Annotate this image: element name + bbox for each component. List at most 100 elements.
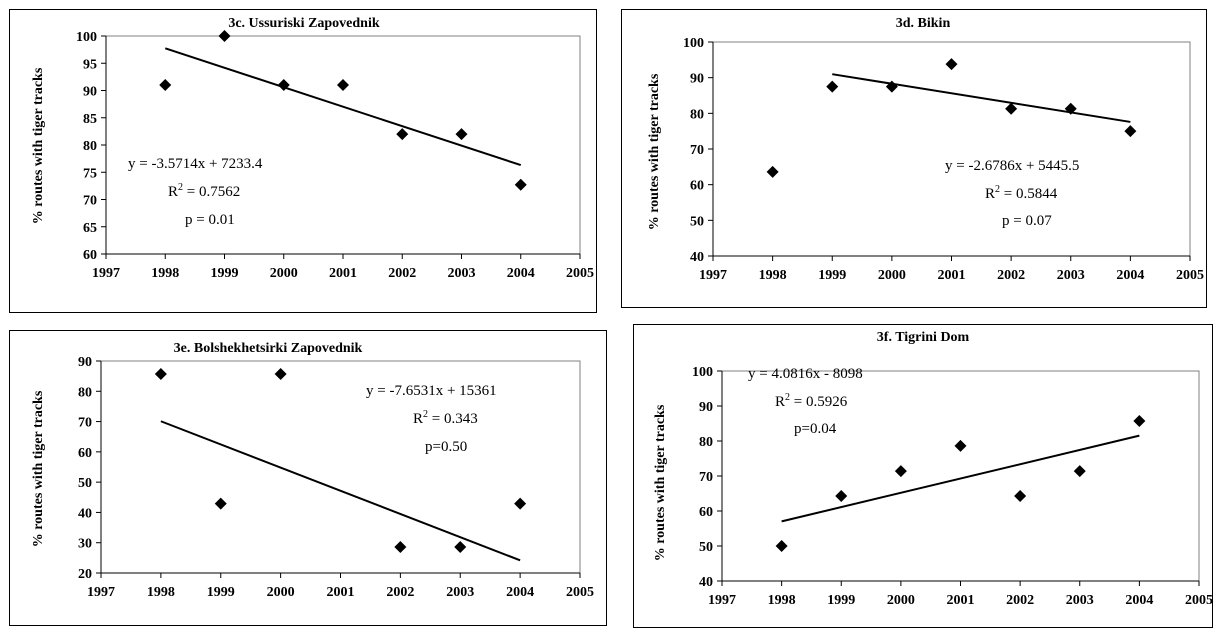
chart-svg-3f: 3f. Tigrini Dom % routes with tiger trac… — [653, 330, 1213, 608]
y-tick-label: 60 — [83, 248, 97, 263]
equation-label: y = -3.5714x + 7233.4 — [128, 156, 263, 172]
plot-area — [105, 35, 581, 255]
x-tick-label: 2005 — [1185, 593, 1213, 608]
x-tick-label: 2002 — [1006, 593, 1034, 608]
x-tick-label: 1998 — [759, 268, 787, 283]
x-tick-label: 2004 — [506, 585, 534, 600]
data-point — [159, 79, 172, 92]
x-tick-label: 2001 — [329, 266, 357, 281]
data-point — [775, 540, 788, 552]
y-tick-label: 90 — [699, 400, 713, 415]
r-squared-label: R2 = 0.5926 — [775, 392, 848, 410]
x-tick-label: 2002 — [386, 585, 414, 600]
y-tick-label: 50 — [699, 540, 713, 555]
equation-label: y = -7.6531x + 15361 — [366, 383, 497, 399]
data-point — [1064, 102, 1077, 115]
data-point — [514, 497, 527, 510]
x-tick-label: 2000 — [878, 268, 906, 283]
x-tick-label: 2003 — [446, 585, 474, 600]
r-squared-label: R2 = 0.343 — [413, 409, 478, 427]
y-tick-label: 95 — [83, 57, 97, 72]
x-tick-label: 2005 — [1176, 268, 1204, 283]
data-point — [1133, 415, 1146, 428]
x-tick-label: 2004 — [1116, 268, 1144, 283]
y-tick-label: 85 — [83, 112, 97, 127]
data-point — [894, 465, 907, 478]
p-value-label: p=0.04 — [794, 421, 837, 437]
y-tick-label: 80 — [83, 139, 97, 154]
chart-panel-3f: 3f. Tigrini Dom % routes with tiger trac… — [633, 324, 1213, 628]
chart-svg-3d: 3d. Bikin % routes with tiger tracks 40 5… — [647, 16, 1204, 283]
data-point — [277, 79, 290, 92]
y-tick-label: 90 — [83, 85, 97, 100]
data-point — [826, 80, 839, 93]
data-point — [455, 128, 468, 141]
data-point — [218, 30, 231, 42]
chart-title: 3c. Ussuriski Zapovednik — [228, 16, 380, 31]
data-point — [454, 540, 467, 553]
x-tick-label: 1998 — [151, 266, 179, 281]
x-tick-label: 1997 — [92, 266, 120, 281]
x-tick-label: 2004 — [1125, 593, 1153, 608]
x-tick-label: 2000 — [270, 266, 298, 281]
y-tick-label: 100 — [76, 30, 97, 45]
trendline — [781, 434, 1140, 523]
equation-label: y = -2.6786x + 5445.5 — [945, 158, 1079, 174]
x-tick-label: 2000 — [267, 585, 295, 600]
y-tick-label: 70 — [699, 470, 713, 485]
y-tick-label: 100 — [683, 36, 704, 51]
x-tick-label: 1997 — [708, 593, 736, 608]
y-tick-label: 80 — [699, 435, 713, 450]
chart-panel-3e: 3e. Bolshekhetsirki Zapovednik % routes … — [9, 330, 607, 626]
data-point — [1014, 489, 1027, 502]
y-axis-label: % routes with tiger tracks — [31, 67, 46, 224]
data-point — [954, 439, 967, 452]
y-tick-label: 70 — [690, 143, 704, 158]
y-tick-label: 90 — [78, 355, 92, 370]
x-tick-label: 2002 — [997, 268, 1025, 283]
data-point — [885, 80, 898, 93]
y-tick-label: 60 — [78, 446, 92, 461]
y-tick-label: 50 — [690, 214, 704, 229]
x-tick-label: 1999 — [818, 268, 846, 283]
data-point — [835, 489, 848, 502]
y-axis-label: % routes with tiger tracks — [647, 73, 662, 230]
data-point — [337, 79, 349, 92]
x-tick-label: 2005 — [566, 266, 594, 281]
data-point — [394, 540, 407, 553]
y-tick-label: 100 — [692, 365, 713, 380]
x-tick-label: 2001 — [938, 268, 966, 283]
y-tick-label: 70 — [78, 416, 92, 431]
x-tick-label: 2003 — [1066, 593, 1094, 608]
y-tick-label: 60 — [690, 179, 704, 194]
r-squared-label: R2 = 0.5844 — [985, 184, 1058, 202]
chart-panel-3d: 3d. Bikin % routes with tiger tracks 40 5… — [621, 9, 1207, 308]
x-tick-label: 1997 — [699, 268, 727, 283]
y-tick-label: 75 — [83, 166, 97, 181]
y-tick-label: 70 — [83, 194, 97, 209]
data-point — [1073, 465, 1086, 478]
plot-area — [100, 360, 581, 574]
y-tick-label: 65 — [83, 221, 97, 236]
data-point — [766, 165, 779, 178]
data-point — [154, 368, 167, 381]
x-tick-label: 2005 — [566, 585, 594, 600]
data-point — [1124, 125, 1137, 138]
x-tick-label: 1998 — [147, 585, 175, 600]
data-point — [945, 58, 958, 71]
trendline — [832, 73, 1131, 123]
trendline — [160, 420, 521, 562]
y-tick-label: 50 — [78, 476, 92, 491]
y-tick-label: 40 — [690, 250, 704, 265]
x-tick-label: 1999 — [207, 585, 235, 600]
y-tick-label: 30 — [78, 537, 92, 552]
x-tick-label: 1998 — [768, 593, 796, 608]
x-tick-label: 1997 — [87, 585, 115, 600]
data-point — [1005, 102, 1018, 115]
x-tick-label: 2001 — [327, 585, 355, 600]
data-point — [514, 178, 527, 191]
chart-panel-3c: 3c. Ussuriski Zapovednik % routes with t… — [9, 9, 597, 313]
r-squared-label: R2 = 0.7562 — [168, 182, 240, 200]
x-tick-label: 2003 — [1057, 268, 1085, 283]
y-tick-label: 40 — [699, 575, 713, 590]
